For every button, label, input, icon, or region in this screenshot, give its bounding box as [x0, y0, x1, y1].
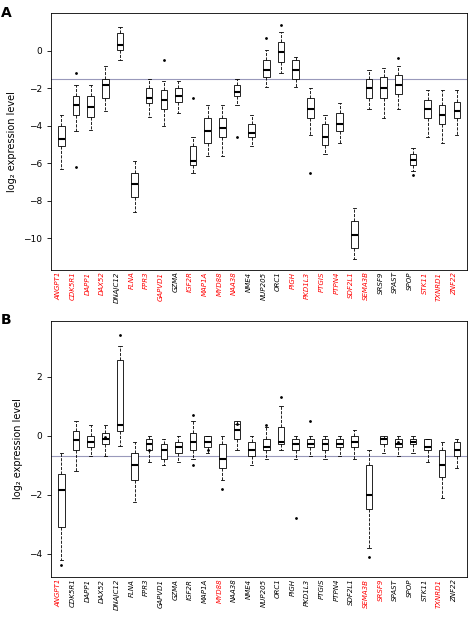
PathPatch shape [117, 360, 123, 431]
PathPatch shape [58, 126, 64, 146]
PathPatch shape [337, 439, 343, 447]
PathPatch shape [263, 439, 270, 450]
PathPatch shape [439, 450, 446, 477]
PathPatch shape [234, 421, 240, 439]
PathPatch shape [424, 99, 431, 118]
PathPatch shape [380, 436, 387, 444]
PathPatch shape [395, 75, 401, 94]
PathPatch shape [365, 79, 372, 97]
PathPatch shape [219, 118, 226, 137]
PathPatch shape [395, 439, 401, 447]
PathPatch shape [337, 113, 343, 131]
PathPatch shape [161, 444, 167, 459]
PathPatch shape [102, 79, 109, 97]
PathPatch shape [87, 96, 94, 117]
PathPatch shape [219, 444, 226, 468]
PathPatch shape [410, 439, 416, 444]
PathPatch shape [73, 431, 79, 450]
PathPatch shape [204, 118, 211, 143]
PathPatch shape [322, 124, 328, 144]
PathPatch shape [351, 436, 357, 447]
PathPatch shape [161, 90, 167, 109]
PathPatch shape [307, 97, 314, 118]
PathPatch shape [292, 60, 299, 79]
PathPatch shape [454, 102, 460, 118]
PathPatch shape [292, 439, 299, 450]
PathPatch shape [146, 88, 153, 104]
PathPatch shape [117, 33, 123, 50]
PathPatch shape [322, 439, 328, 450]
PathPatch shape [278, 427, 284, 444]
PathPatch shape [439, 106, 446, 124]
PathPatch shape [410, 154, 416, 165]
PathPatch shape [87, 436, 94, 447]
PathPatch shape [380, 77, 387, 97]
PathPatch shape [278, 41, 284, 62]
PathPatch shape [234, 85, 240, 96]
PathPatch shape [204, 436, 211, 447]
PathPatch shape [351, 222, 357, 247]
PathPatch shape [175, 88, 182, 102]
PathPatch shape [131, 453, 138, 480]
PathPatch shape [248, 442, 255, 457]
Y-axis label: log₂ expression level: log₂ expression level [8, 91, 18, 193]
PathPatch shape [131, 173, 138, 197]
Y-axis label: log₂ expression level: log₂ expression level [13, 399, 23, 499]
Text: A: A [1, 6, 12, 20]
PathPatch shape [190, 146, 196, 165]
PathPatch shape [102, 433, 109, 444]
PathPatch shape [73, 96, 79, 115]
PathPatch shape [248, 124, 255, 137]
PathPatch shape [307, 439, 314, 447]
PathPatch shape [365, 465, 372, 510]
PathPatch shape [146, 439, 153, 450]
PathPatch shape [424, 439, 431, 450]
PathPatch shape [190, 433, 196, 450]
PathPatch shape [454, 442, 460, 457]
PathPatch shape [175, 442, 182, 453]
PathPatch shape [263, 60, 270, 77]
PathPatch shape [58, 474, 64, 527]
Text: B: B [1, 313, 12, 327]
